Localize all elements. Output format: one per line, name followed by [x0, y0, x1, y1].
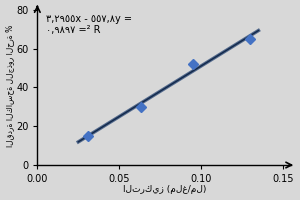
Text: ٣,٢٩٥٥x - ٥٥٧,٨y =
۰,۹۸۹۷ =² R: ٣,٢٩٥٥x - ٥٥٧,٨y = ۰,۹۸۹۷ =² R	[46, 14, 131, 35]
X-axis label: التركيز (ملغ/مل): التركيز (ملغ/مل)	[123, 185, 206, 194]
Y-axis label: القدرة الكاسحة للجذور الحرة %: القدرة الكاسحة للجذور الحرة %	[6, 24, 15, 147]
